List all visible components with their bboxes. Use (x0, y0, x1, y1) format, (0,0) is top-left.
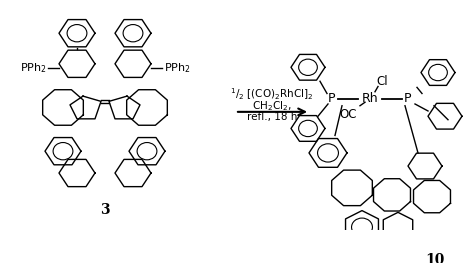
Text: P: P (404, 92, 412, 105)
Text: PPh$_2$: PPh$_2$ (19, 61, 46, 75)
Text: $^{1}/_{2}$ [(CO)$_2$RhCl]$_2$: $^{1}/_{2}$ [(CO)$_2$RhCl]$_2$ (230, 87, 314, 102)
Text: CH$_2$Cl$_2$,: CH$_2$Cl$_2$, (252, 99, 292, 113)
Text: Cl: Cl (376, 75, 388, 88)
Text: OC: OC (339, 108, 357, 121)
Text: 3: 3 (100, 203, 110, 217)
Text: refl., 18 h: refl., 18 h (247, 112, 297, 122)
Text: P: P (328, 92, 336, 105)
Text: PPh$_2$: PPh$_2$ (164, 61, 191, 75)
Text: Rh: Rh (362, 92, 378, 105)
Text: 10: 10 (425, 252, 445, 263)
